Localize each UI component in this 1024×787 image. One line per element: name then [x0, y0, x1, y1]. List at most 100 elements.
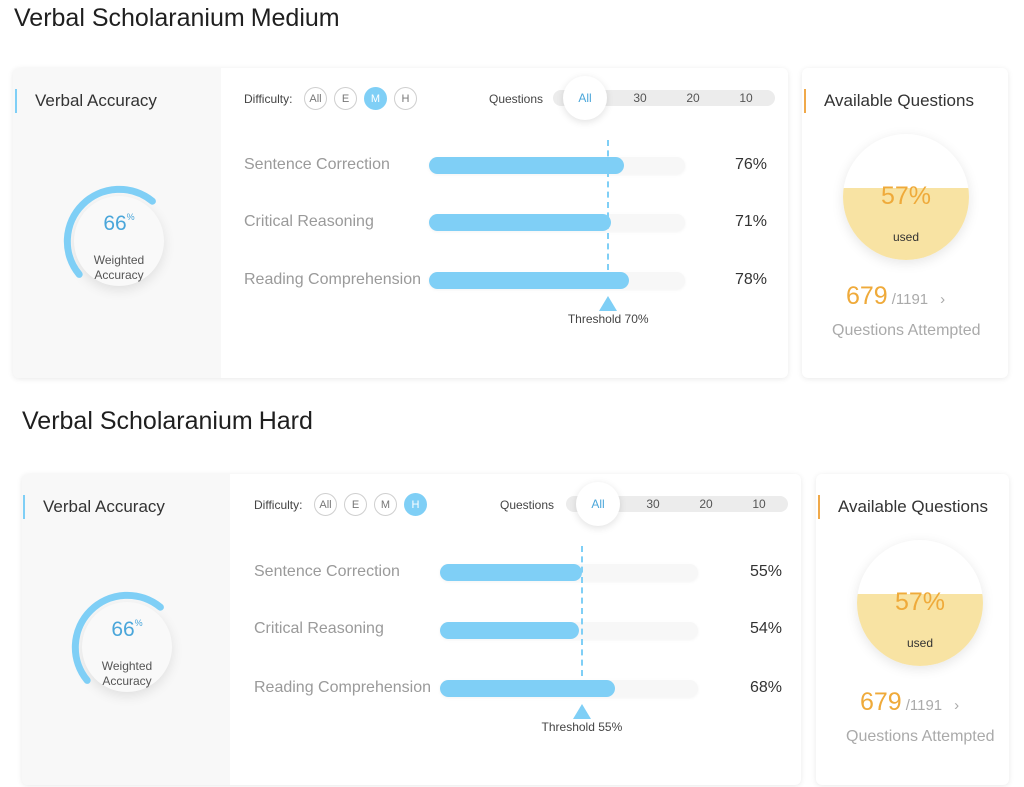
gauge-label-line1: Weighted — [93, 253, 145, 267]
gauge-disc — [74, 196, 164, 286]
gauge-arc — [63, 185, 156, 278]
attempted-count: 679/1191 › — [860, 688, 959, 717]
questions-option-30[interactable]: 30 — [646, 497, 660, 511]
questions-option-20[interactable]: 20 — [686, 91, 700, 105]
gauge-value: 66% — [52, 618, 202, 642]
bar-value: 76% — [735, 156, 768, 173]
questions-selector: All 30 20 10 — [553, 76, 775, 120]
questions-attempted-label: Questions Attempted — [846, 728, 995, 745]
difficulty-hard[interactable]: H — [404, 493, 427, 516]
difficulty-easy[interactable]: E — [344, 493, 367, 516]
attempted-number: 679 — [846, 282, 888, 310]
difficulty-label: Difficulty: — [244, 92, 293, 106]
difficulty-label: Difficulty: — [254, 498, 303, 512]
questions-option-30[interactable]: 30 — [633, 91, 647, 105]
questions-label: Questions — [489, 92, 544, 106]
difficulty-easy[interactable]: E — [334, 87, 357, 110]
chevron-right-icon[interactable]: › — [954, 697, 960, 714]
threshold-line — [580, 546, 583, 676]
bar-fill — [429, 214, 611, 231]
accuracy-gauge: 66% Weighted Accuracy — [52, 572, 202, 722]
bar-value: 55% — [750, 563, 783, 580]
usage-percent: 57% — [880, 182, 932, 210]
bar-track — [440, 680, 698, 697]
accuracy-gauge: 66% Weighted Accuracy — [44, 166, 194, 316]
available-questions-card: Available Questions 57% used 679/1191 › Q… — [802, 68, 1008, 378]
questions-option-10[interactable]: 10 — [739, 91, 753, 105]
bar-track — [440, 622, 698, 639]
difficulty-medium[interactable]: M — [364, 87, 387, 110]
available-questions-title: Available Questions — [818, 495, 988, 519]
bar-value: 68% — [750, 679, 783, 696]
bar-label-critical-reasoning: Critical Reasoning — [254, 620, 384, 637]
difficulty-all[interactable]: All — [304, 87, 327, 110]
bar-track — [440, 564, 698, 581]
questions-label: Questions — [500, 498, 555, 512]
threshold-marker — [572, 704, 591, 719]
bar-fill — [429, 157, 624, 174]
bar-fill — [440, 680, 616, 697]
gauge-label-line1: Weighted — [101, 659, 153, 673]
accuracy-card-title: Verbal Accuracy — [15, 89, 157, 113]
bar-label-critical-reasoning: Critical Reasoning — [244, 213, 374, 230]
attempted-number: 679 — [860, 688, 902, 716]
bar-label-reading-comprehension: Reading Comprehension — [244, 271, 421, 288]
gauge-unit: % — [134, 618, 143, 628]
bar-label-sentence-correction: Sentence Correction — [244, 156, 390, 173]
section-title: Verbal Scholaranium Medium — [14, 4, 340, 33]
section-title-text: Verbal Scholaranium — [22, 407, 253, 435]
questions-attempted-label: Questions Attempted — [832, 322, 981, 339]
chevron-right-icon[interactable]: › — [940, 291, 946, 308]
gauge-label: Weighted Accuracy — [52, 659, 202, 689]
difficulty-medium[interactable]: M — [374, 493, 397, 516]
bar-track — [429, 272, 685, 289]
section-title: Verbal Scholaranium Hard — [22, 407, 313, 436]
section-title-difficulty: Medium — [250, 4, 340, 32]
usage-circle: 57% used — [857, 540, 983, 666]
difficulty-all[interactable]: All — [314, 493, 337, 516]
usage-label: used — [892, 230, 920, 244]
bar-value: 54% — [750, 620, 783, 637]
bar-value: 71% — [735, 213, 768, 230]
threshold-label: Threshold 55% — [541, 720, 623, 734]
questions-option-10[interactable]: 10 — [752, 497, 766, 511]
usage-label: used — [906, 636, 934, 650]
available-questions-card: Available Questions 57% used 679/1191 › Q… — [816, 474, 1009, 785]
usage-circle: 57% used — [843, 134, 969, 260]
usage-fill — [857, 594, 983, 666]
gauge-number: 66 — [111, 618, 135, 641]
questions-option-all[interactable]: All — [576, 482, 620, 526]
bar-track — [429, 214, 685, 231]
bar-fill — [440, 564, 582, 581]
bar-label-sentence-correction: Sentence Correction — [254, 563, 400, 580]
threshold-label: Threshold 70% — [567, 312, 649, 326]
bar-label-reading-comprehension: Reading Comprehension — [254, 679, 431, 696]
gauge-label-line2: Accuracy — [102, 674, 152, 688]
bar-fill — [440, 622, 580, 639]
bar-track — [429, 157, 685, 174]
available-questions-title: Available Questions — [804, 89, 974, 113]
difficulty-hard[interactable]: H — [394, 87, 417, 110]
threshold-marker — [599, 296, 618, 311]
section-title-difficulty: Hard — [258, 407, 313, 435]
accuracy-card: Verbal Accuracy 66% Weighted Accuracy Di… — [13, 68, 788, 378]
section-title-text: Verbal Scholaranium — [14, 4, 245, 32]
gauge-label: Weighted Accuracy — [44, 253, 194, 283]
attempted-count: 679/1191 › — [846, 282, 945, 311]
questions-option-all[interactable]: All — [563, 76, 607, 120]
gauge-label-line2: Accuracy — [94, 268, 144, 282]
gauge-value: 66% — [44, 212, 194, 236]
gauge-arc — [71, 591, 164, 684]
accuracy-card-title: Verbal Accuracy — [23, 495, 165, 519]
usage-fill — [843, 188, 969, 260]
gauge-disc — [82, 602, 172, 692]
gauge-unit: % — [126, 212, 135, 222]
gauge-number: 66 — [103, 212, 127, 235]
questions-selector: All 30 20 10 — [566, 482, 788, 526]
bar-value: 78% — [735, 271, 768, 288]
total-number: /1191 — [905, 697, 943, 714]
accuracy-card: Verbal Accuracy 66% Weighted Accuracy Di… — [22, 474, 801, 785]
bar-fill — [429, 272, 629, 289]
questions-option-20[interactable]: 20 — [699, 497, 713, 511]
threshold-line — [607, 140, 610, 270]
